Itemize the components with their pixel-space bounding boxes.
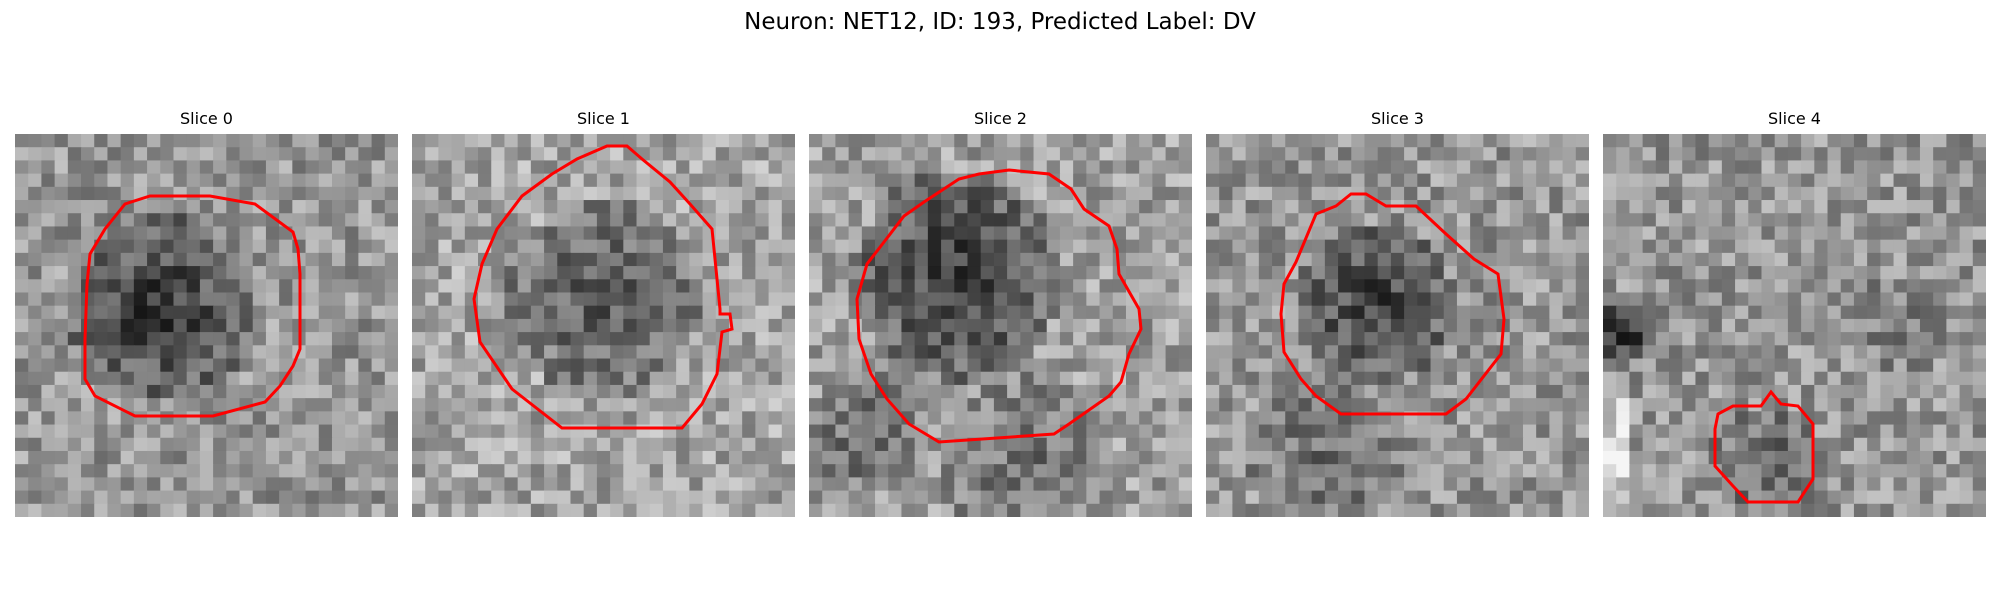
panel-slice-1: [412, 134, 795, 517]
roi-contour: [855, 168, 1143, 444]
panel-title-slice-3: Slice 3: [1371, 109, 1424, 128]
panel-slice-0: [15, 134, 398, 517]
roi-contour: [472, 144, 734, 430]
microscopy-image-slice-0: [15, 134, 398, 517]
panel-title-slice-4: Slice 4: [1768, 109, 1821, 128]
panel-title-slice-2: Slice 2: [974, 109, 1027, 128]
grayscale-texture: [15, 134, 398, 517]
microscopy-image-slice-1: [412, 134, 795, 517]
roi-contour: [83, 194, 302, 418]
panel-slice-4: [1603, 134, 1986, 517]
microscopy-image-slice-2: [809, 134, 1192, 517]
grayscale-texture: [809, 134, 1192, 517]
roi-contour: [1279, 192, 1506, 416]
panel-slice-3: [1206, 134, 1589, 517]
roi-contour: [1713, 389, 1815, 504]
microscopy-image-slice-4: [1603, 134, 1986, 517]
panel-title-slice-1: Slice 1: [577, 109, 630, 128]
panel-title-slice-0: Slice 0: [180, 109, 233, 128]
grayscale-texture: [412, 134, 795, 517]
panel-slice-2: [809, 134, 1192, 517]
grayscale-texture: [1206, 134, 1589, 517]
figure-title: Neuron: NET12, ID: 193, Predicted Label:…: [744, 9, 1256, 35]
microscopy-image-slice-3: [1206, 134, 1589, 517]
grayscale-texture: [1603, 134, 1986, 517]
